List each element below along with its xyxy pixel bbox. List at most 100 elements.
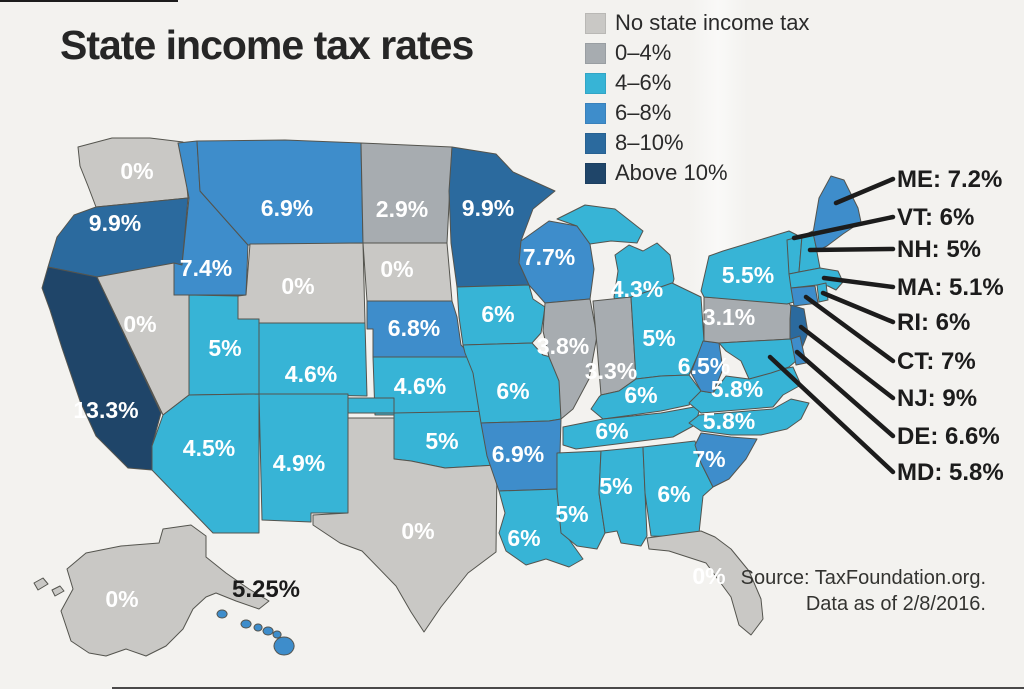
- state-label-MN: 9.9%: [462, 195, 514, 221]
- state-label-OH: 5%: [642, 325, 675, 351]
- state-label-UT: 5%: [208, 335, 241, 361]
- callout-label-MA: MA: 5.1%: [897, 274, 1004, 301]
- legend-label-b0_4: 0–4%: [615, 40, 672, 65]
- state-ME: [812, 175, 862, 252]
- state-label-AK: 0%: [105, 586, 138, 612]
- source-line-2: Data as of 2/8/2016.: [805, 593, 986, 615]
- legend-row-none: No state income tax: [585, 8, 809, 38]
- state-label-WA: 0%: [120, 158, 153, 184]
- callout-label-DE: DE: 6.6%: [897, 423, 1000, 450]
- state-label-CO: 4.6%: [285, 361, 337, 387]
- state-label-PA: 3.1%: [703, 304, 755, 330]
- states-layer: [33, 137, 862, 657]
- state-label-TX: 0%: [401, 518, 434, 544]
- legend-label-b8_10: 8–10%: [615, 130, 684, 155]
- state-label-ID: 7.4%: [180, 255, 232, 281]
- state-AZ: [151, 393, 260, 534]
- state-label-SC: 7%: [692, 446, 725, 472]
- state-label-LA: 6%: [507, 525, 540, 551]
- state-label-MI: 4.3%: [611, 276, 663, 302]
- state-NC: [688, 398, 810, 436]
- callout-labels-layer: ME: 7.2% VT: 6% NH: 5% MA: 5.1% RI: 6% CT: 7%…: [897, 166, 1004, 486]
- callout-label-RI: RI: 6%: [897, 309, 970, 336]
- state-CA: [41, 266, 162, 471]
- callout-label-CT: CT: 7%: [897, 348, 976, 375]
- state-label-NC: 5.8%: [703, 408, 755, 434]
- state-label-HI: 5.25%: [232, 576, 300, 603]
- callout-line-5: [803, 294, 896, 364]
- callout-label-MD: MD: 5.8%: [897, 459, 1004, 486]
- legend-swatch-b4_6: [585, 72, 606, 94]
- state-TX: [312, 417, 498, 633]
- state-IL: [542, 298, 598, 420]
- state-label-IA: 6%: [481, 301, 514, 327]
- legend-swatch-b8_10: [585, 132, 606, 154]
- state-label-OR: 9.9%: [89, 210, 141, 236]
- scan-artifact-top: [0, 0, 178, 2]
- state-AK: [33, 524, 270, 657]
- state-label-NM: 4.9%: [273, 450, 325, 476]
- state-label-KY: 6%: [624, 382, 657, 408]
- callout-line-8: [767, 354, 896, 475]
- legend-label-none: No state income tax: [615, 10, 810, 35]
- legend-label-b10plus: Above 10%: [615, 160, 728, 185]
- state-label-WY: 0%: [281, 273, 314, 299]
- state-label-ND: 2.9%: [376, 196, 428, 222]
- state-label-AR: 6.9%: [492, 441, 544, 467]
- callout-line-7: [794, 349, 896, 439]
- legend-swatch-b6_8: [585, 102, 606, 124]
- state-SC: [694, 432, 758, 488]
- callout-line-2: [807, 246, 896, 253]
- state-ND: [360, 142, 453, 244]
- state-FL: [646, 530, 764, 636]
- legend-row-b0_4: 0–4%: [585, 38, 809, 68]
- state-label-FL: 0%: [692, 563, 725, 589]
- state-label-IN: 3.3%: [585, 358, 637, 384]
- state-label-MO: 6%: [496, 378, 529, 404]
- state-KY: [590, 374, 702, 420]
- legend-row-b8_10: 8–10%: [585, 128, 809, 158]
- state-label-WI: 7.7%: [523, 244, 575, 270]
- callout-line-4: [820, 290, 896, 325]
- state-labels-layer: 0% 9.9% 13.3% 0% 7.4% 6.9% 0% 5% 4.6% 4.5% 4.9% 2.9…: [73, 158, 774, 612]
- state-CO: [258, 322, 368, 397]
- state-label-TN: 6%: [595, 418, 628, 444]
- state-label-SD: 0%: [380, 256, 413, 282]
- state-label-WV: 6.5%: [678, 353, 730, 379]
- state-IA: [456, 284, 546, 346]
- callout-lines-layer: [767, 176, 896, 475]
- state-NM: [258, 393, 349, 523]
- legend-label-b4_6: 4–6%: [615, 70, 672, 95]
- state-WI: [518, 220, 595, 304]
- source-line-1: Source: TaxFoundation.org.: [740, 567, 986, 589]
- state-label-GA: 6%: [657, 481, 690, 507]
- state-HI: [216, 609, 295, 656]
- legend-swatch-none: [585, 12, 606, 34]
- state-label-AZ: 4.5%: [183, 435, 235, 461]
- state-label-KS: 4.6%: [394, 373, 446, 399]
- callout-line-1: [791, 214, 896, 241]
- legend-swatch-b0_4: [585, 42, 606, 64]
- callout-label-NH: NH: 5%: [897, 236, 981, 263]
- state-label-MT: 6.9%: [261, 195, 313, 221]
- source-attribution: Source: TaxFoundation.org. Data as of 2/…: [741, 565, 986, 617]
- state-WV: [690, 340, 724, 394]
- state-label-NV: 0%: [123, 311, 156, 337]
- callout-line-3: [821, 275, 896, 290]
- state-label-AL: 5%: [599, 473, 632, 499]
- state-label-NY: 5.5%: [722, 262, 774, 288]
- page-title: State income tax rates: [60, 22, 474, 68]
- state-label-MS: 5%: [555, 501, 588, 527]
- callout-label-NJ: NJ: 9%: [897, 385, 977, 412]
- state-label-VA: 5.8%: [711, 376, 763, 402]
- state-label-IL: 3.8%: [537, 333, 589, 359]
- state-label-CA: 13.3%: [73, 397, 138, 423]
- callout-line-0: [833, 176, 896, 206]
- callout-label-VT: VT: 6%: [897, 204, 974, 231]
- legend-row-b4_6: 4–6%: [585, 68, 809, 98]
- callout-line-6: [798, 324, 896, 401]
- legend-label-b6_8: 6–8%: [615, 100, 672, 125]
- callout-label-ME: ME: 7.2%: [897, 166, 1002, 193]
